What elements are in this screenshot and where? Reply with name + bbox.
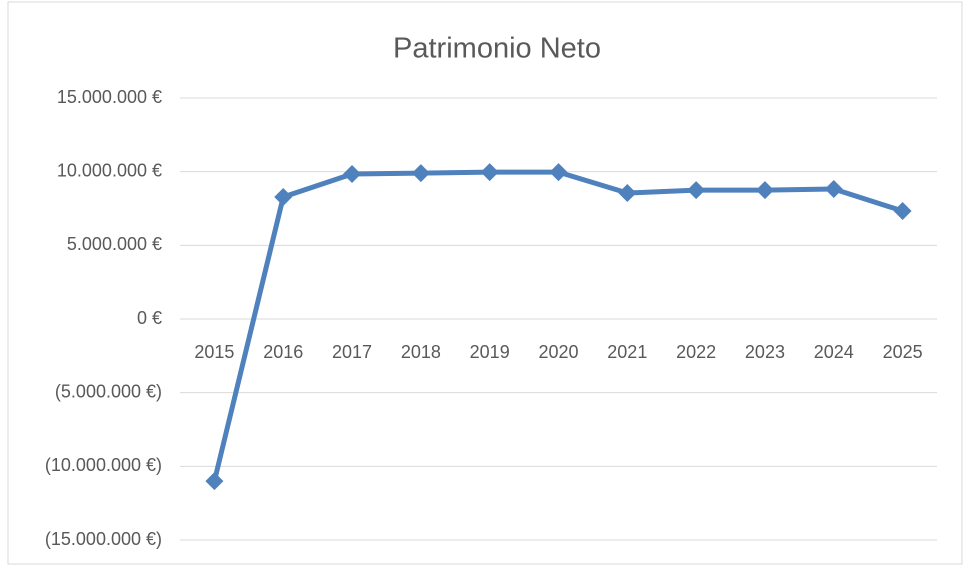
marker <box>411 164 430 183</box>
marker <box>205 472 224 491</box>
marker <box>824 180 843 199</box>
x-tick-label: 2019 <box>470 342 510 362</box>
x-tick-label: 2015 <box>194 342 234 362</box>
x-tick-label: 2025 <box>883 342 923 362</box>
y-tick-label: (5.000.000 €) <box>55 381 162 401</box>
x-tick-label: 2024 <box>814 342 854 362</box>
y-tick-label: (15.000.000 €) <box>45 529 162 549</box>
marker <box>893 202 912 221</box>
x-tick-label: 2023 <box>745 342 785 362</box>
marker <box>687 181 706 200</box>
x-tick-label: 2018 <box>401 342 441 362</box>
marker <box>343 165 362 184</box>
chart-title: Patrimonio Neto <box>393 33 601 65</box>
marker <box>618 184 637 203</box>
y-tick-label: 10.000.000 € <box>57 160 162 180</box>
y-tick-label: 15.000.000 € <box>57 87 162 107</box>
x-tick-label: 2017 <box>332 342 372 362</box>
x-tick-label: 2016 <box>263 342 303 362</box>
y-tick-label: (10.000.000 €) <box>45 455 162 475</box>
x-tick-label: 2022 <box>676 342 716 362</box>
y-tick-label: 0 € <box>137 308 162 328</box>
marker <box>480 163 499 182</box>
marker <box>274 188 293 207</box>
chart-border <box>7 1 963 565</box>
x-tick-label: 2021 <box>607 342 647 362</box>
y-tick-label: 5.000.000 € <box>67 234 162 254</box>
marker <box>755 181 774 200</box>
marker <box>549 163 568 182</box>
x-tick-label: 2020 <box>538 342 578 362</box>
